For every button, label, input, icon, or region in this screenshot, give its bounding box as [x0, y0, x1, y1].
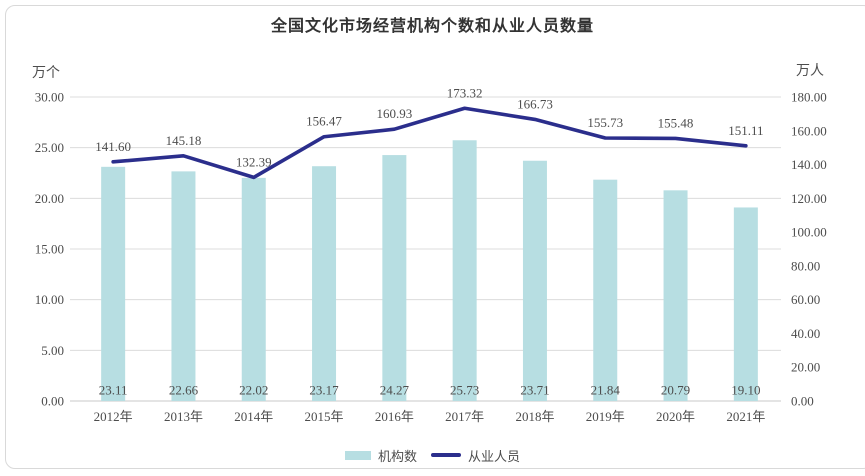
line-value-label: 132.39 — [236, 154, 272, 169]
right-axis-tick-label: 20.00 — [791, 360, 820, 375]
line-value-label: 151.11 — [728, 123, 763, 138]
bar-institutions — [663, 190, 688, 401]
x-axis-tick-label: 2018年 — [515, 409, 554, 424]
bar-value-label: 22.02 — [239, 383, 268, 398]
x-axis-tick-label: 2021年 — [726, 409, 765, 424]
bar-value-label: 25.73 — [450, 383, 479, 398]
x-axis-tick-label: 2014年 — [234, 409, 273, 424]
chart-card — [5, 5, 865, 469]
bar-institutions — [522, 160, 547, 401]
right-axis-tick-label: 160.00 — [791, 123, 827, 138]
right-axis-tick-label: 100.00 — [791, 225, 827, 240]
x-axis-tick-label: 2015年 — [305, 409, 344, 424]
line-legend-swatch-icon — [431, 453, 461, 457]
employees-line — [111, 106, 748, 180]
left-axis-tick-label: 30.00 — [35, 90, 64, 105]
bar-value-label: 22.66 — [169, 383, 199, 398]
right-axis-tick-label: 80.00 — [791, 258, 820, 273]
bar-institutions — [452, 140, 477, 401]
right-axis-unit-label: 万人 — [796, 64, 824, 79]
bar-institutions — [593, 179, 618, 401]
bar-institutions — [312, 166, 337, 401]
x-axis-tick-label: 2016年 — [375, 409, 414, 424]
bar-value-label: 23.71 — [520, 383, 549, 398]
left-axis-tick-label: 20.00 — [35, 191, 64, 206]
legend-label: 从业人员 — [468, 448, 521, 464]
bar-institutions — [382, 155, 407, 401]
line-value-label: 155.73 — [587, 115, 623, 130]
bar-value-label: 19.10 — [731, 383, 760, 398]
left-axis-tick-label: 5.00 — [41, 343, 64, 358]
x-axis-tick-label: 2013年 — [164, 409, 203, 424]
legend-item-employees: 从业人员 — [431, 446, 520, 465]
legend-label: 机构数 — [377, 448, 417, 464]
line-value-label: 145.18 — [166, 133, 202, 148]
bar-institutions — [733, 207, 758, 401]
line-value-label: 155.48 — [658, 115, 694, 130]
left-axis-unit-label: 万个 — [32, 66, 60, 81]
x-axis-tick-label: 2020年 — [656, 409, 695, 424]
right-axis-tick-label: 140.00 — [791, 157, 827, 172]
right-axis-tick-label: 40.00 — [791, 326, 820, 341]
right-axis-tick-label: 0.00 — [791, 394, 814, 409]
bar-value-label: 23.11 — [99, 383, 128, 398]
left-axis-tick-label: 15.00 — [35, 242, 64, 257]
bar-value-label: 20.79 — [661, 383, 690, 398]
line-value-label: 156.47 — [306, 114, 342, 129]
line-value-label: 141.60 — [95, 139, 131, 154]
bar-institutions — [171, 171, 196, 401]
left-axis-tick-label: 0.00 — [41, 394, 64, 409]
line-value-label: 166.73 — [517, 96, 553, 111]
legend-item-institutions: 机构数 — [344, 446, 417, 465]
left-axis-tick-label: 10.00 — [35, 292, 64, 307]
x-axis-tick-label: 2019年 — [586, 409, 625, 424]
bar-institutions — [101, 166, 126, 401]
right-axis-tick-label: 180.00 — [791, 90, 827, 105]
x-axis-tick-label: 2017年 — [445, 409, 484, 424]
bar-value-label: 24.27 — [380, 383, 410, 398]
right-axis-tick-label: 120.00 — [791, 191, 827, 206]
x-axis-tick-label: 2012年 — [94, 409, 133, 424]
chart-title: 全国文化市场经营机构个数和从业人员数量 — [270, 18, 594, 35]
left-axis-tick-label: 25.00 — [35, 140, 64, 155]
bar-value-label: 21.84 — [591, 383, 621, 398]
line-value-label: 160.93 — [376, 106, 412, 121]
bar-institutions — [241, 177, 266, 401]
bar-legend-swatch-icon — [344, 450, 371, 460]
line-value-label: 173.32 — [447, 85, 483, 100]
chart-legend: 机构数 从业人员 — [0, 445, 865, 465]
bar-value-label: 23.17 — [309, 383, 339, 398]
right-axis-tick-label: 60.00 — [791, 292, 820, 307]
